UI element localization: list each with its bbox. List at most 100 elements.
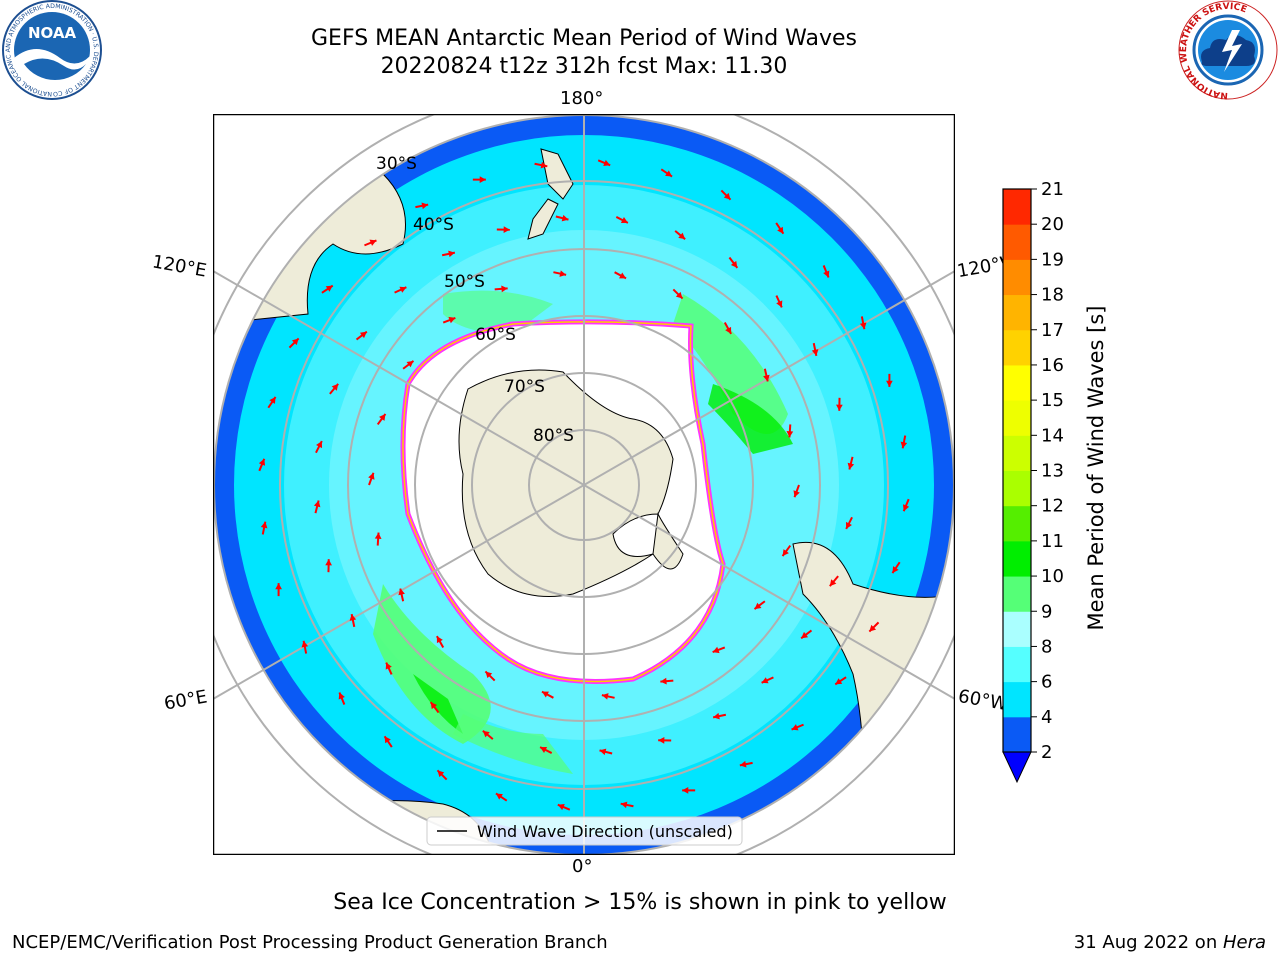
wind-wave-arrowhead <box>847 462 855 470</box>
wind-wave-arrowhead <box>368 472 375 480</box>
colorbar-segment <box>1003 540 1031 577</box>
wind-wave-arrowhead <box>385 662 392 670</box>
wind-wave-arrowhead <box>845 521 852 529</box>
wind-wave-arrowhead <box>725 326 732 334</box>
wind-wave-arrowhead <box>777 226 784 234</box>
wind-wave-arrowhead <box>338 692 345 700</box>
wind-wave-arrowhead <box>713 712 720 720</box>
wind-wave-arrowhead <box>761 677 769 684</box>
legend-box <box>426 816 743 846</box>
colorbar-title: Mean Period of Wind Waves [s] <box>1084 305 1108 631</box>
wind-wave-arrowhead <box>786 431 794 438</box>
wind-wave-arrowhead <box>619 272 627 279</box>
wind-wave-arrowhead <box>485 671 493 679</box>
wind-wave-arrowhead <box>658 737 665 744</box>
wind-wave-arrowhead <box>291 338 299 346</box>
colorbar-segment <box>1003 576 1031 612</box>
wind-wave-arrowhead <box>776 300 783 308</box>
wind-wave-arrowhead <box>900 441 908 449</box>
wind-wave-arrowhead <box>829 579 837 587</box>
colorbar-tick-label: 11 <box>1041 531 1064 552</box>
colorbar-segment <box>1003 611 1031 647</box>
wind-wave-arrowhead <box>730 260 738 268</box>
graticule <box>213 114 955 855</box>
noaa-wordmark: NOAA <box>28 24 77 42</box>
wind-wave-arrowhead <box>892 566 899 574</box>
colorbar-segment <box>1003 470 1031 507</box>
wind-wave-arrowhead <box>836 404 843 411</box>
wind-wave-arrowhead <box>763 374 770 382</box>
wind-wave-arrowhead <box>620 801 628 809</box>
wind-wave-arrowhead <box>436 636 443 644</box>
wind-wave-arrowhead <box>501 285 508 293</box>
colorbar-tick-label: 21 <box>1041 180 1064 200</box>
wind-wave-arrowhead <box>379 413 386 421</box>
colorbar-tick-label: 2 <box>1041 742 1052 763</box>
wind-wave-arrowhead <box>754 602 762 610</box>
wind-wave-arrowhead <box>541 691 549 698</box>
colorbar-tick-label: 13 <box>1041 461 1064 482</box>
lon-label-120e: 120°E <box>150 251 209 282</box>
colorbar-tick-label: 17 <box>1041 320 1064 341</box>
lat-label-30s: 30°S <box>376 154 417 174</box>
wind-wave-arrowhead <box>599 748 607 756</box>
land-antarctica <box>458 369 684 597</box>
wind-wave-arrowhead <box>384 736 391 744</box>
wind-wave-arrowhead <box>557 803 565 811</box>
wind-wave-arrows <box>258 159 910 811</box>
colorbar-segment <box>1003 189 1031 225</box>
wind-wave-arrowhead <box>398 588 405 596</box>
colorbar-segment <box>1003 716 1031 753</box>
wind-wave-arrowhead <box>482 730 490 738</box>
wind-wave-arrowhead <box>437 770 445 778</box>
wind-wave-arrowhead <box>823 270 830 278</box>
footer-left: NCEP/EMC/Verification Post Processing Pr… <box>12 932 608 953</box>
wind-wave-arrowhead <box>739 760 747 768</box>
wind-wave-arrowhead <box>316 441 323 449</box>
wind-wave-arrowhead <box>349 614 357 621</box>
wind-wave-arrowhead <box>313 500 321 508</box>
lat-label-80s: 80°S <box>533 426 574 446</box>
colorbar-segment <box>1003 364 1031 401</box>
footer-machine: Hera <box>1222 932 1266 953</box>
wind-wave-arrowhead <box>859 322 867 330</box>
antarctic-map: 30°S 40°S 50°S 60°S 70°S 80°S Wind Wave … <box>213 114 955 855</box>
colorbar-tick-label: 16 <box>1041 355 1064 376</box>
wind-wave-arrowhead <box>559 270 567 277</box>
chart-title: GEFS MEAN Antarctic Mean Period of Wind … <box>311 26 857 51</box>
wind-wave-arrowhead <box>269 396 276 404</box>
wind-wave-arrowhead <box>793 490 800 498</box>
lat-label-50s: 50°S <box>444 272 485 292</box>
colorbar-segment <box>1003 400 1031 436</box>
wind-wave-arrowhead <box>712 646 720 654</box>
colorbar: 2 4 6 8 9 10 11 12 13 14 15 16 17 18 19 20 21 <box>1002 180 1064 784</box>
wind-wave-arrowhead <box>301 640 309 648</box>
lon-label-180: 180° <box>560 88 604 109</box>
wind-wave-arrowhead <box>902 504 910 512</box>
wind-wave-arrowhead <box>886 380 893 387</box>
colorbar-tick-label: 8 <box>1041 636 1052 657</box>
colorbar-segment <box>1003 294 1031 331</box>
colorbar-tick-label: 19 <box>1041 249 1064 270</box>
footer-right: 31 Aug 2022 on Hera <box>1074 932 1266 953</box>
colorbar-segment <box>1003 329 1031 366</box>
colorbar-tick-label: 18 <box>1041 285 1064 306</box>
chart-subtitle: 20220824 t12z 312h fcst Max: 11.30 <box>380 54 788 79</box>
wind-wave-arrowhead <box>399 286 407 293</box>
colorbar-tick-label: 9 <box>1041 601 1052 622</box>
wind-wave-arrowhead <box>359 331 367 339</box>
wind-wave-arrowhead <box>406 360 414 368</box>
nws-logo: NATIONAL WEATHER SERVICE <box>1178 0 1278 100</box>
wind-wave-arrowhead <box>665 170 673 177</box>
wind-wave-arrowhead <box>791 724 799 731</box>
wind-wave-arrowhead <box>479 176 486 183</box>
colorbar-tick-label: 20 <box>1041 214 1064 235</box>
wind-wave-arrowhead <box>540 161 548 169</box>
wind-wave-arrowhead <box>374 532 382 539</box>
colorbar-tick-label: 15 <box>1041 390 1064 411</box>
wind-wave-arrowhead <box>675 291 683 299</box>
colorbar-tick-label: 10 <box>1041 566 1064 587</box>
wind-wave-arrowhead <box>325 559 332 566</box>
wind-wave-arrowhead <box>421 202 429 210</box>
noaa-logo: NOAA NATIONAL OCEANIC AND ATMOSPHERIC AD… <box>0 0 102 100</box>
